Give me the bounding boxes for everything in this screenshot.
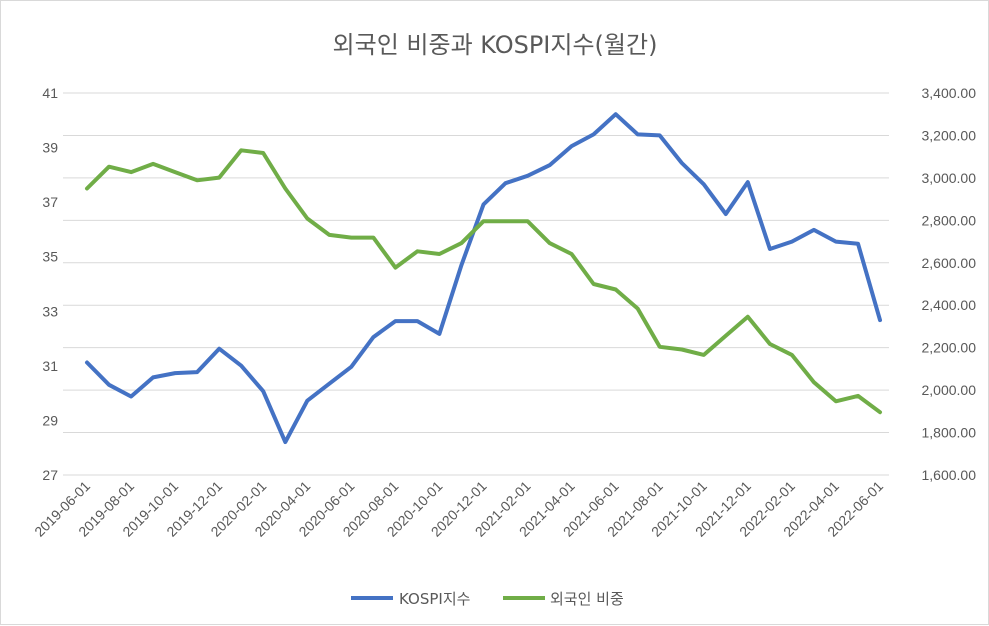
series-layer [85, 112, 882, 445]
right-axis-tick-label: 2,600.00 [922, 255, 977, 271]
left-axis-tick-label: 35 [42, 249, 58, 265]
right-axis-tick-label: 1,600.00 [922, 467, 977, 483]
right-axis-tick-label: 2,200.00 [922, 340, 977, 356]
right-axis-tick-label: 1,800.00 [922, 425, 977, 441]
legend: KOSPI지수 외국인 비중 [351, 590, 624, 608]
right-axis-tick-label: 3,400.00 [922, 85, 977, 101]
right-axis-tick-label: 3,200.00 [922, 127, 977, 143]
left-axis-tick-label: 31 [42, 358, 58, 374]
right-axis-tick-label: 3,000.00 [922, 170, 977, 186]
left-axis-tick-label: 29 [42, 412, 58, 428]
right-axis-tick-label: 2,000.00 [922, 382, 977, 398]
x-axis: 2019-06-012019-08-012019-10-012019-12-01… [31, 478, 886, 540]
left-axis-tick-label: 27 [42, 467, 58, 483]
left-axis-tick-label: 41 [42, 85, 58, 101]
left-axis-tick-label: 37 [42, 194, 58, 210]
right-axis-tick-label: 2,400.00 [922, 297, 977, 313]
foreign-share-series-line [85, 148, 882, 415]
right-axis-tick-label: 2,800.00 [922, 212, 977, 228]
kospi-series-line [85, 112, 882, 445]
left-axis-tick-label: 33 [42, 303, 58, 319]
left-axis-tick-label: 39 [42, 140, 58, 156]
left-axis: 41 39 37 35 33 31 29 27 [42, 85, 58, 483]
right-axis: 3,400.00 3,200.00 3,000.00 2,800.00 2,600.00… [922, 85, 977, 483]
legend-kospi-label: KOSPI지수 [399, 590, 470, 608]
legend-foreign-label: 외국인 비중 [550, 590, 624, 608]
grid-layer [63, 92, 889, 476]
chart-title: 외국인 비중과 KOSPI지수(월간) [333, 31, 658, 59]
